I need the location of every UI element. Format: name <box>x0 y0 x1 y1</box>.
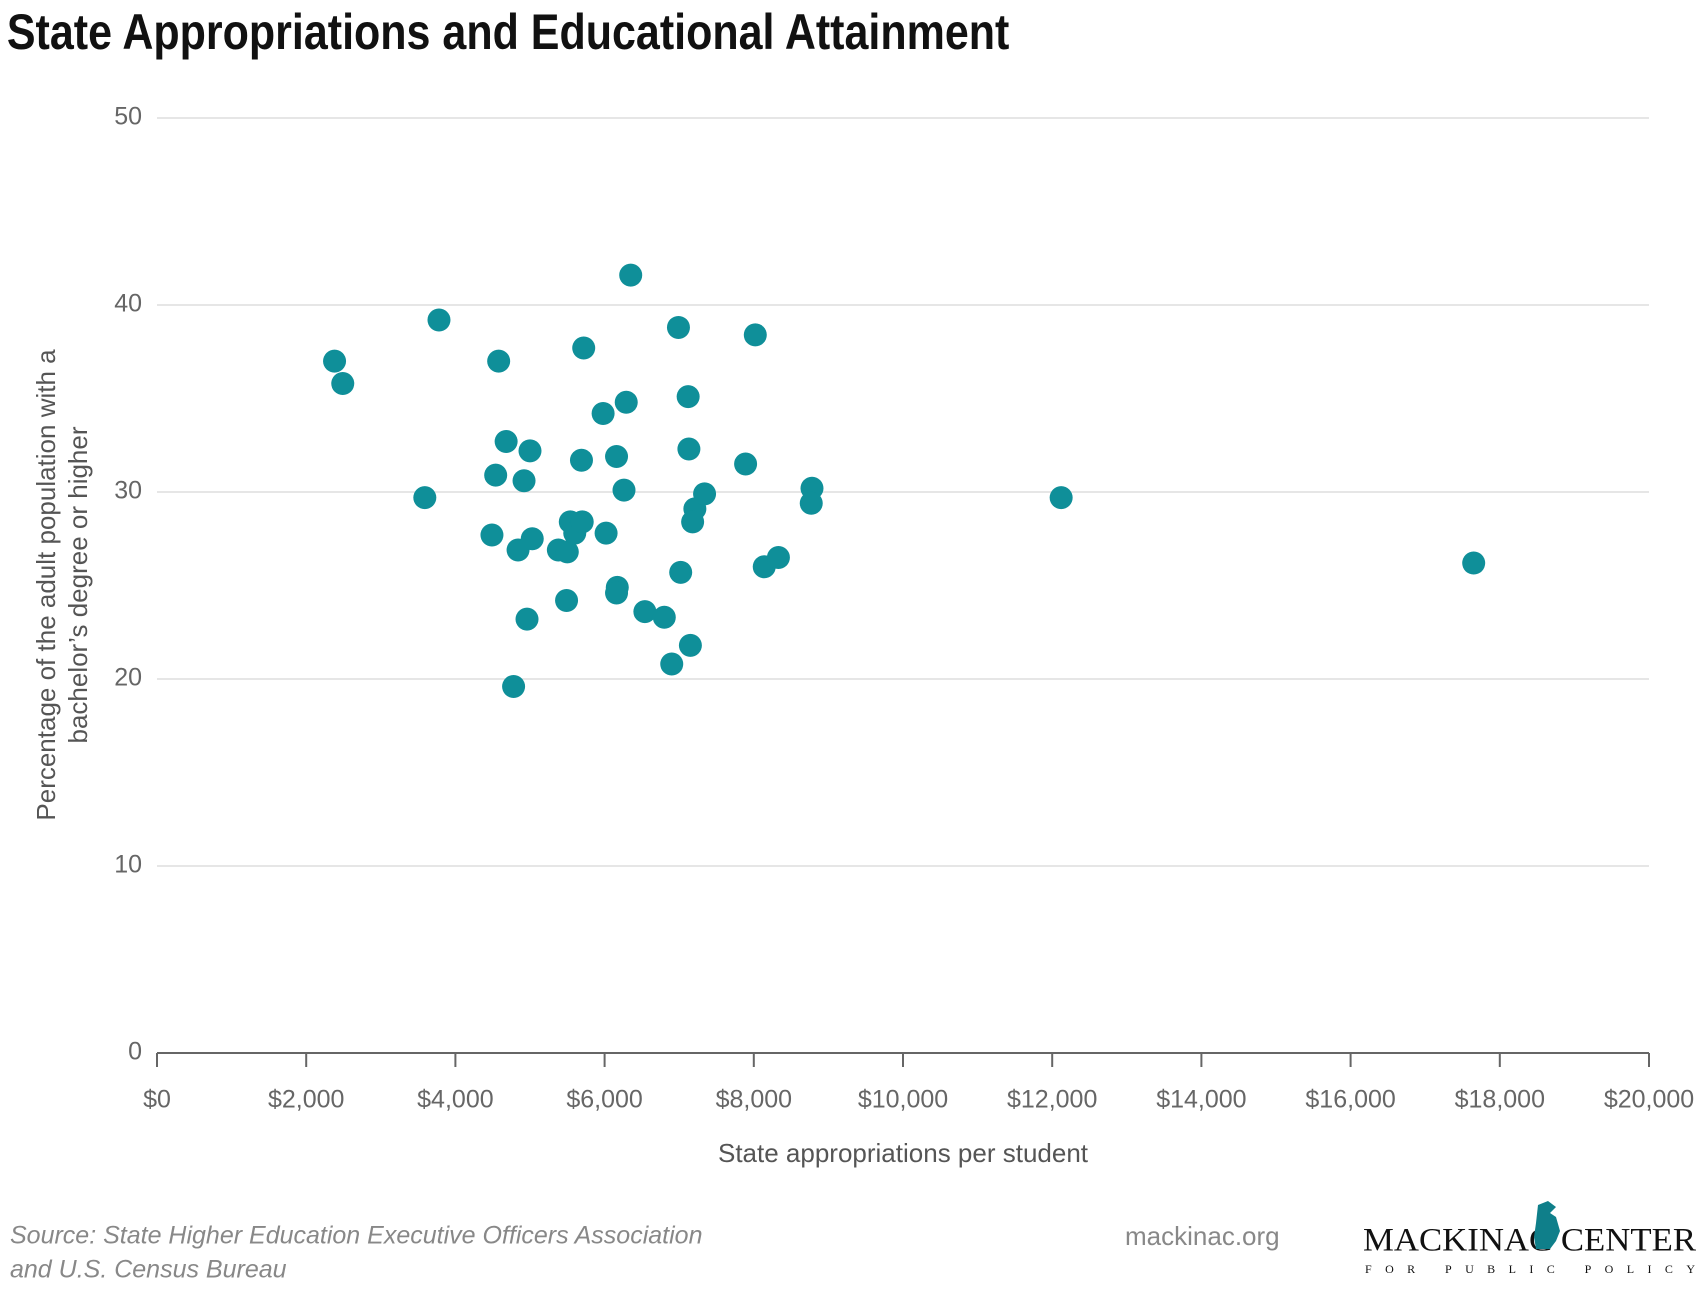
point <box>323 349 347 373</box>
point <box>681 510 705 534</box>
x-tick-label: $18,000 <box>1455 1086 1545 1114</box>
point <box>669 560 693 584</box>
logo-icon <box>1534 1201 1560 1249</box>
x-tick-label: $10,000 <box>858 1086 948 1114</box>
y-axis-label: Percentage of the adult population with … <box>31 349 93 821</box>
point <box>502 674 526 698</box>
point <box>676 385 700 409</box>
y-tick-label: 30 <box>114 477 142 505</box>
point <box>480 523 504 547</box>
point <box>494 430 518 454</box>
point <box>660 652 684 676</box>
x-tick-label: $0 <box>143 1086 171 1114</box>
point <box>515 607 539 631</box>
point <box>614 390 638 414</box>
x-tick-label: $12,000 <box>1007 1086 1097 1114</box>
point <box>520 527 544 551</box>
logo-name: MACKINAC CENTER <box>1363 1223 1696 1259</box>
point <box>331 372 355 396</box>
point <box>569 448 593 472</box>
point <box>619 263 643 287</box>
point <box>677 437 701 461</box>
x-tick-label: $4,000 <box>417 1086 493 1114</box>
y-tick-label: 10 <box>114 851 142 879</box>
point <box>693 482 717 506</box>
point <box>766 545 790 569</box>
x-tick-label: $2,000 <box>268 1086 344 1114</box>
point <box>487 349 511 373</box>
point <box>591 401 615 425</box>
point <box>605 444 629 468</box>
point <box>652 605 676 629</box>
point <box>555 540 579 564</box>
x-tick-label: $16,000 <box>1305 1086 1395 1114</box>
point <box>594 521 618 545</box>
y-tick-label: 40 <box>114 290 142 318</box>
x-tick-label: $14,000 <box>1156 1086 1246 1114</box>
point <box>570 510 594 534</box>
y-tick-label: 20 <box>114 664 142 692</box>
point <box>413 486 437 510</box>
y-axis-label-line: Percentage of the adult population with … <box>31 349 61 821</box>
y-tick-label: 50 <box>114 103 142 131</box>
x-axis-label: State appropriations per student <box>718 1138 1089 1168</box>
x-tick-label: $6,000 <box>566 1086 642 1114</box>
point <box>666 315 690 339</box>
source-note: Source: State Higher Education Executive… <box>10 1222 702 1250</box>
point <box>612 478 636 502</box>
source-note: and U.S. Census Bureau <box>10 1256 287 1284</box>
x-tick-label: $8,000 <box>716 1086 792 1114</box>
point <box>512 469 536 493</box>
point <box>1462 551 1486 575</box>
website: mackinac.org <box>1125 1221 1280 1251</box>
point <box>555 588 579 612</box>
point <box>484 463 508 487</box>
point <box>518 439 542 463</box>
point <box>427 308 451 332</box>
point <box>799 491 823 515</box>
logo-tagline: FOR PUBLIC POLICY <box>1365 1262 1695 1276</box>
point <box>678 633 702 657</box>
x-tick-label: $20,000 <box>1604 1086 1694 1114</box>
point <box>734 452 758 476</box>
y-axis-label-line: bachelor’s degree or higher <box>63 426 93 743</box>
point <box>572 336 596 360</box>
y-tick-label: 0 <box>128 1038 142 1066</box>
point <box>633 600 657 624</box>
point <box>605 581 629 605</box>
chart-title: State Appropriations and Educational Att… <box>7 4 1009 60</box>
point <box>743 323 767 347</box>
point <box>1049 486 1073 510</box>
